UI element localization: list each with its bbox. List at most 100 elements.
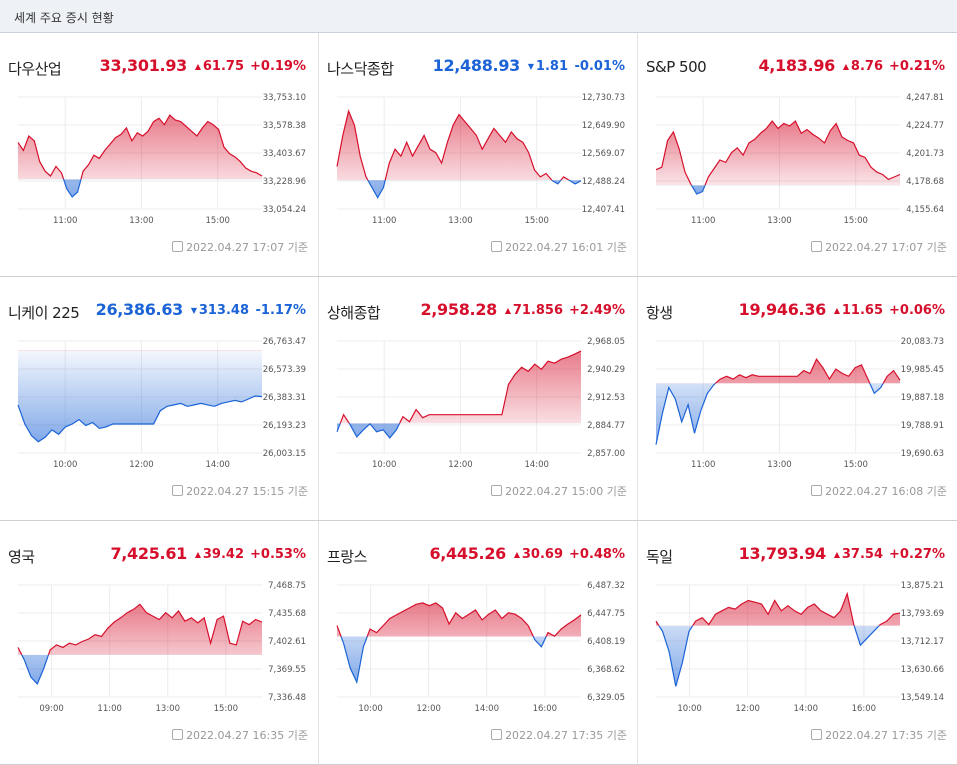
update-timestamp: 2022.04.27 16:08 (825, 485, 924, 498)
series-line-up (336, 109, 571, 181)
index-name[interactable]: 다우산업 (8, 60, 62, 78)
change-percent: -0.01% (574, 59, 626, 74)
index-chart[interactable]: 13,875.21 13,793.69 13,712.17 13,630.66 13,5… (638, 571, 957, 721)
y-tick-label: 7,369.55 (268, 665, 306, 675)
y-tick-label: 2,940.29 (587, 365, 625, 375)
update-timestamp: 2022.04.27 17:07 (186, 241, 285, 254)
x-tick-label: 10:00 (358, 704, 383, 714)
y-tick-label: 13,875.21 (901, 581, 944, 591)
basis-label: 기준 (287, 241, 308, 254)
y-tick-label: 7,336.48 (268, 693, 306, 703)
index-price: 13,793.94 (738, 544, 827, 563)
index-chart[interactable]: 7,468.75 7,435.68 7,402.61 7,369.55 7,336.48… (0, 571, 319, 721)
index-panel[interactable]: 항생 19,946.36 ▲ 11.65 +0.06% 20,083.73 19,985.4… (638, 277, 957, 521)
update-time: 2022.04.27 15:15 기준 (172, 483, 308, 499)
down-arrow-icon: ▼ (190, 306, 197, 315)
up-arrow-icon: ▲ (194, 62, 201, 71)
x-tick-label: 13:00 (156, 704, 181, 714)
area-fill-down (21, 654, 49, 684)
index-name[interactable]: 프랑스 (327, 548, 367, 566)
index-name[interactable]: 상해종합 (327, 304, 381, 322)
y-tick-label: 26,193.23 (263, 421, 306, 431)
area-fill-down (337, 636, 581, 683)
y-tick-label: 2,884.77 (587, 421, 625, 431)
basis-label: 기준 (606, 241, 627, 254)
y-tick-label: 19,788.91 (901, 421, 944, 431)
x-tick-label: 13:00 (448, 216, 473, 226)
x-tick-label: 14:00 (794, 704, 819, 714)
y-tick-label: 6,368.62 (587, 665, 625, 675)
index-chart[interactable]: 26,763.47 26,573.39 26,383.31 26,193.23 26,0… (0, 327, 319, 477)
y-tick-label: 4,155.64 (906, 205, 944, 215)
index-name[interactable]: 독일 (646, 548, 673, 566)
y-tick-label: 4,224.77 (906, 121, 944, 131)
x-tick-label: 13:00 (129, 216, 154, 226)
index-panel[interactable]: 상해종합 2,958.28 ▲ 71.856 +2.49% 2,968.05 2,940.2… (319, 277, 638, 521)
series-line-up (655, 591, 901, 626)
clock-icon (811, 485, 823, 496)
series-line-down (17, 395, 263, 443)
y-tick-label: 4,201.73 (906, 149, 944, 159)
index-name[interactable]: 니케이 225 (8, 304, 80, 322)
index-name[interactable]: S&P 500 (646, 58, 707, 76)
index-panel[interactable]: 프랑스 6,445.26 ▲ 30.69 +0.48% 6,487.32 6,447.75 6… (319, 521, 638, 765)
index-panel[interactable]: 다우산업 33,301.93 ▲ 61.75 +0.19% 33,753.10 33,578… (0, 33, 319, 277)
update-time: 2022.04.27 15:00 기준 (491, 483, 627, 499)
y-tick-label: 26,573.39 (263, 365, 306, 375)
up-arrow-icon: ▲ (842, 62, 849, 71)
index-chart[interactable]: 4,247.81 4,224.77 4,201.73 4,178.68 4,155.64… (638, 83, 957, 233)
y-tick-label: 12,649.90 (582, 121, 625, 131)
x-tick-label: 13:00 (767, 216, 792, 226)
basis-label: 기준 (926, 241, 947, 254)
x-tick-label: 12:00 (735, 704, 760, 714)
area-fill-up (656, 121, 900, 186)
y-tick-label: 7,402.61 (268, 637, 306, 647)
change-value: 313.48 (198, 303, 249, 318)
index-panel[interactable]: S&P 500 4,183.96 ▲ 8.76 +0.21% 4,247.81 4,224.… (638, 33, 957, 277)
y-tick-label: 6,408.19 (587, 637, 625, 647)
index-name[interactable]: 나스닥종합 (327, 60, 394, 78)
index-chart[interactable]: 20,083.73 19,985.45 19,887.18 19,788.91 19,6… (638, 327, 957, 477)
change-value: 8.76 (850, 59, 883, 74)
clock-icon (811, 241, 823, 252)
index-panel[interactable]: 니케이 225 26,386.63 ▼ 313.48 -1.17% 26,763.47 26… (0, 277, 319, 521)
change-value: 1.81 (535, 59, 568, 74)
x-tick-label: 14:00 (475, 704, 500, 714)
area-fill-up (18, 115, 262, 180)
clock-icon (491, 485, 503, 496)
index-panel[interactable]: 독일 13,793.94 ▲ 37.54 +0.27% 13,875.21 13,793.6… (638, 521, 957, 765)
y-tick-label: 7,468.75 (268, 581, 306, 591)
clock-icon (491, 241, 503, 252)
y-tick-label: 2,912.53 (587, 393, 625, 403)
x-tick-label: 15:00 (205, 216, 230, 226)
area-fill-up (18, 350, 262, 351)
y-tick-label: 26,003.15 (263, 449, 306, 459)
y-tick-label: 33,578.38 (263, 121, 306, 131)
update-timestamp: 2022.04.27 16:01 (505, 241, 604, 254)
y-tick-label: 4,247.81 (906, 93, 944, 103)
change-value: 71.856 (512, 303, 563, 318)
y-tick-label: 12,569.07 (582, 149, 625, 159)
x-tick-label: 15:00 (843, 216, 868, 226)
index-panel[interactable]: 영국 7,425.61 ▲ 39.42 +0.53% 7,468.75 7,435.68 7,… (0, 521, 319, 765)
change-value: 61.75 (202, 59, 244, 74)
y-tick-label: 33,054.24 (263, 205, 306, 215)
index-name[interactable]: 항생 (646, 304, 673, 322)
index-price: 6,445.26 (429, 544, 506, 563)
index-chart[interactable]: 33,753.10 33,578.38 33,403.67 33,228.96 33,0… (0, 83, 319, 233)
index-price: 19,946.36 (738, 300, 827, 319)
y-tick-label: 4,178.68 (906, 177, 944, 187)
index-chart[interactable]: 2,968.05 2,940.29 2,912.53 2,884.77 2,857.00… (319, 327, 638, 477)
index-chart[interactable]: 6,487.32 6,447.75 6,408.19 6,368.62 6,329.05… (319, 571, 638, 721)
y-tick-label: 33,403.67 (263, 149, 306, 159)
update-time: 2022.04.27 17:07 기준 (172, 239, 308, 255)
update-timestamp: 2022.04.27 15:15 (186, 485, 285, 498)
update-time: 2022.04.27 17:07 기준 (811, 239, 947, 255)
index-chart[interactable]: 12,730.73 12,649.90 12,569.07 12,488.24 12,4… (319, 83, 638, 233)
index-panel[interactable]: 나스닥종합 12,488.93 ▼ 1.81 -0.01% 12,730.73 12,649… (319, 33, 638, 277)
basis-label: 기준 (926, 729, 947, 742)
x-tick-label: 11:00 (372, 216, 397, 226)
area-fill-up (18, 604, 262, 655)
update-time: 2022.04.27 17:35 기준 (491, 727, 627, 743)
index-name[interactable]: 영국 (8, 548, 35, 566)
